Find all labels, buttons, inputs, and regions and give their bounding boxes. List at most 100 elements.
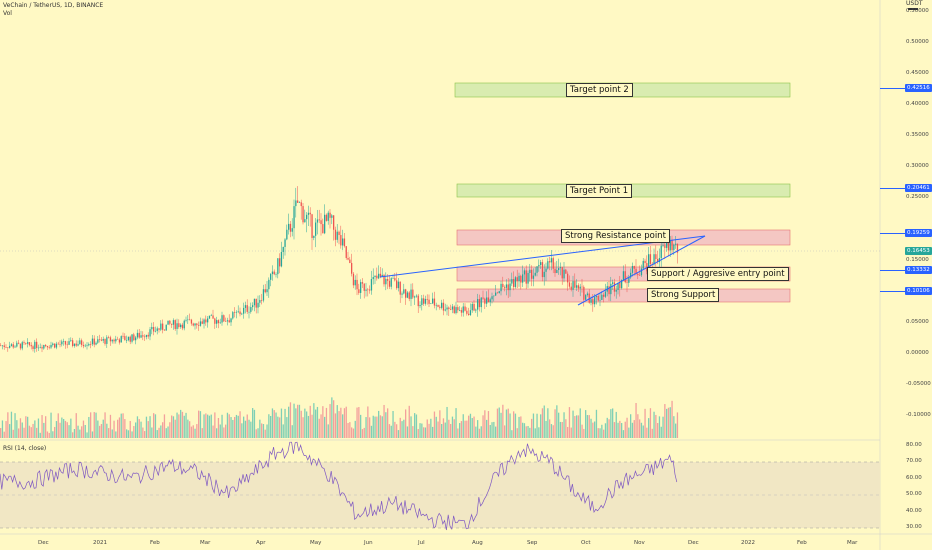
volume-bar	[439, 410, 441, 438]
candle	[295, 200, 297, 207]
candle	[257, 302, 259, 308]
volume-bar	[520, 416, 522, 438]
volume-bar	[16, 420, 18, 438]
candle	[113, 339, 115, 342]
price-marker-resistance[interactable]: 0.19259	[905, 229, 932, 237]
volume-bar	[10, 411, 13, 438]
volume-bar	[599, 428, 601, 438]
candle	[225, 321, 227, 322]
candle	[73, 343, 76, 346]
candle	[639, 275, 641, 276]
candle	[675, 243, 677, 245]
volume-bar	[556, 405, 558, 438]
volume-bar	[671, 400, 673, 438]
candle	[381, 274, 383, 277]
candle	[171, 323, 173, 325]
candle	[532, 275, 535, 279]
candle	[363, 283, 365, 291]
price-tick: 0.50000	[906, 8, 929, 14]
strong-support-zone[interactable]	[456, 288, 791, 303]
candle	[601, 294, 603, 300]
volume-bar	[358, 407, 360, 438]
price-marker-support-entry[interactable]: 0.13332	[905, 266, 932, 274]
candle	[500, 283, 502, 292]
marker-line	[880, 88, 905, 89]
candle	[673, 244, 675, 251]
candle	[176, 323, 178, 329]
candle	[97, 339, 99, 343]
marker-line	[880, 188, 905, 189]
volume-bar	[39, 432, 41, 438]
candle	[543, 271, 545, 278]
volume-bar	[70, 418, 72, 438]
volume-bar	[282, 424, 284, 438]
candle	[268, 279, 270, 290]
volume-bar	[313, 403, 315, 438]
candle	[304, 219, 306, 223]
candle	[349, 259, 351, 263]
volume-bar	[525, 426, 527, 438]
rsi-tick: 60.00	[906, 475, 922, 481]
volume-bar	[261, 423, 263, 438]
candle	[372, 277, 374, 280]
candle	[28, 342, 31, 346]
candle	[181, 324, 184, 329]
volume-bar	[124, 419, 126, 438]
price-marker-current[interactable]: 0.16453	[905, 247, 932, 255]
candle	[90, 344, 92, 345]
candle	[577, 285, 580, 289]
volume-bar	[408, 405, 410, 438]
candle	[493, 295, 495, 297]
volume-bar	[417, 429, 419, 438]
candle	[133, 334, 135, 341]
volume-bar	[419, 423, 421, 438]
volume-bar	[318, 418, 320, 438]
price-marker-strong-support[interactable]: 0.10106	[905, 287, 932, 295]
candle	[300, 202, 302, 207]
candle	[318, 219, 320, 221]
candle	[82, 344, 85, 347]
candle	[475, 309, 477, 311]
volume-bar	[516, 428, 518, 438]
price-candles	[0, 186, 679, 353]
price-marker-target1[interactable]: 0.20461	[905, 184, 932, 192]
volume-bar	[207, 414, 209, 438]
lower-trendline[interactable]	[577, 235, 706, 306]
candle	[417, 295, 419, 307]
candle	[178, 323, 180, 327]
candle	[558, 268, 560, 270]
volume-bar	[82, 420, 85, 438]
volume-bar	[664, 404, 666, 438]
volume-bar	[412, 426, 414, 438]
time-tick: Mar	[847, 540, 858, 546]
candle	[208, 315, 211, 319]
volume-bar	[210, 414, 212, 438]
candle	[289, 223, 292, 232]
candle	[37, 347, 40, 349]
time-tick: Apr	[256, 540, 266, 546]
candle	[588, 293, 590, 303]
candle	[169, 320, 171, 324]
candle	[216, 320, 218, 324]
volume-bar	[421, 423, 423, 438]
volume-bar	[172, 416, 175, 438]
candle	[280, 251, 283, 267]
candle	[187, 319, 189, 321]
candle	[552, 258, 554, 269]
candle	[27, 342, 29, 344]
currency-label[interactable]: USDT	[906, 0, 923, 7]
candle	[336, 231, 338, 240]
volume-bar	[345, 406, 347, 438]
candle	[138, 332, 140, 338]
candle	[286, 229, 288, 240]
volume-bar	[187, 419, 189, 438]
candle	[498, 291, 500, 294]
candle	[457, 307, 459, 311]
volume-bar	[21, 422, 23, 438]
volume-bar	[637, 414, 639, 438]
volume-bar	[432, 426, 434, 438]
candle	[597, 295, 599, 301]
candle	[426, 298, 428, 300]
price-marker-target2[interactable]: 0.42516	[905, 84, 932, 92]
